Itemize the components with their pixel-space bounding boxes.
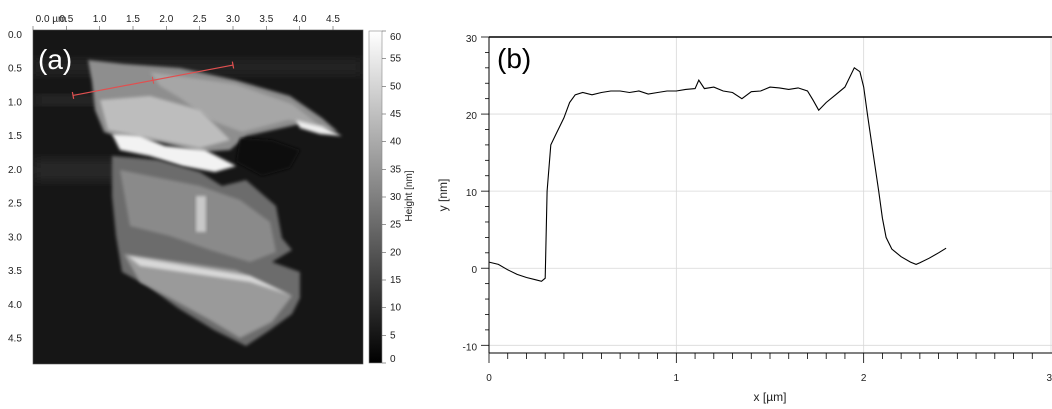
panel-label-a: (a) xyxy=(38,44,72,75)
y-tick-label: 30 xyxy=(466,34,478,45)
profile-series-line xyxy=(488,66,947,282)
x-tick-label: 1 xyxy=(674,373,680,384)
afm-x-tick-label: 1.5 xyxy=(126,14,140,25)
colorbar-tick-label: 10 xyxy=(390,303,402,314)
colorbar-tick-label: 45 xyxy=(390,109,402,120)
plot-ticks: -10 0 10 20 30 0 1 2 3 xyxy=(463,34,1052,384)
afm-x-tick-label: 0.5 xyxy=(59,14,73,25)
afm-x-tick-label: 2.0 xyxy=(159,14,173,25)
colorbar xyxy=(368,30,383,364)
plot-gridlines xyxy=(489,36,1052,353)
afm-x-tick-label: 4.5 xyxy=(326,14,340,25)
colorbar-tick-label: 25 xyxy=(390,220,402,231)
colorbar-tick-label: 0 xyxy=(390,354,396,365)
afm-y-tick-label: 2.5 xyxy=(8,199,22,210)
afm-y-tick-label: 3.0 xyxy=(8,232,22,243)
afm-x-tick-label: 3.0 xyxy=(226,14,240,25)
panel-label-b: (b) xyxy=(497,43,531,74)
y-axis-title: y [nm] xyxy=(436,179,450,212)
afm-y-axis: 0.0 0.5 1.0 1.5 2.0 2.5 3.0 3.5 4.0 4.5 xyxy=(8,30,22,345)
colorbar-label: Height [nm] xyxy=(404,170,415,221)
afm-x-tick-label: 4.0 xyxy=(293,14,307,25)
afm-height-image xyxy=(33,30,363,364)
y-tick-label: 20 xyxy=(466,111,478,122)
colorbar-tick-label: 50 xyxy=(390,81,402,92)
profile-line xyxy=(71,61,235,100)
x-tick-label: 0 xyxy=(486,373,492,384)
colorbar-tick-label: 60 xyxy=(390,32,402,43)
profile-line-endcap xyxy=(231,61,235,69)
colorbar-tick-label: 15 xyxy=(390,275,402,286)
afm-x-tick-label: 0.0 µm xyxy=(36,14,67,25)
afm-x-tick-label: 1.0 xyxy=(93,14,107,25)
afm-image-frame xyxy=(32,29,364,365)
afm-y-tick-label: 1.5 xyxy=(8,131,22,142)
colorbar-tick-label: 30 xyxy=(390,192,402,203)
profile-line-endcap xyxy=(71,91,75,100)
x-tick-label: 2 xyxy=(861,373,867,384)
y-tick-label: 10 xyxy=(466,188,478,199)
colorbar-ticks: 0 5 10 15 20 25 30 35 40 45 50 55 60 xyxy=(382,30,402,365)
profile-line-midmark xyxy=(151,76,155,84)
panel-a: (a) 0.0 µm0.5 1.0 1.5 2.0 2.5 3.0 3.5 4.0 4.5 0.… xyxy=(8,14,415,365)
afm-y-tick-label: 4.0 xyxy=(8,300,22,311)
afm-y-tick-label: 0.5 xyxy=(8,64,22,75)
colorbar-tick-label: 35 xyxy=(390,164,402,175)
panel-b: -10 0 10 20 30 0 1 2 3 (b) x [µm] y [nm] xyxy=(436,34,1052,404)
x-tick-label: 3 xyxy=(1046,373,1052,384)
afm-x-axis: 0.0 µm0.5 1.0 1.5 2.0 2.5 3.0 3.5 4.0 4.5 xyxy=(32,14,340,30)
afm-y-tick-label: 2.0 xyxy=(8,165,22,176)
afm-y-tick-label: 4.5 xyxy=(8,334,22,345)
afm-y-tick-label: 3.5 xyxy=(8,266,22,277)
afm-x-tick-label: 2.5 xyxy=(193,14,207,25)
y-tick-label: -10 xyxy=(463,342,478,353)
colorbar-tick-label: 55 xyxy=(390,54,402,65)
y-tick-label: 0 xyxy=(471,265,477,276)
colorbar-tick-label: 40 xyxy=(390,137,402,148)
colorbar-tick-label: 20 xyxy=(390,247,402,258)
colorbar-tick-label: 5 xyxy=(390,330,396,341)
afm-y-tick-label: 1.0 xyxy=(8,97,22,108)
afm-x-tick-label: 3.5 xyxy=(259,14,273,25)
x-axis-title: x [µm] xyxy=(754,390,787,404)
afm-y-tick-label: 0.0 xyxy=(8,30,22,41)
